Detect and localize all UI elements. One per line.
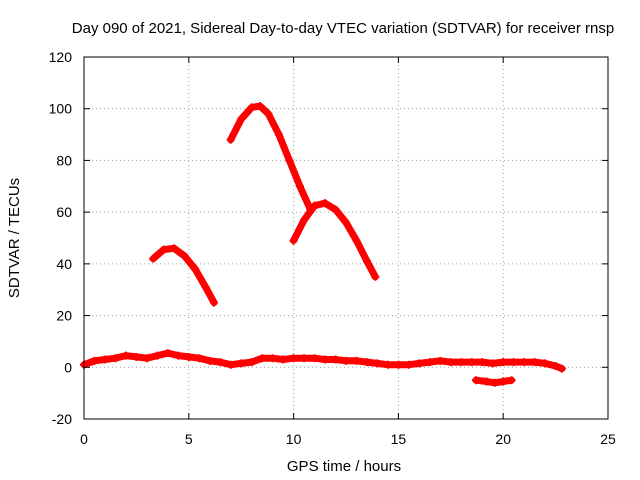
data-point: [209, 298, 218, 307]
data-point: [342, 218, 350, 227]
data-point: [132, 352, 141, 361]
data-point: [100, 355, 109, 364]
data-point: [180, 252, 189, 261]
data-point: [415, 359, 424, 368]
x-tick-label: 25: [600, 431, 616, 447]
x-tick-label: 20: [495, 431, 511, 447]
data-point: [226, 135, 235, 144]
data-point: [383, 360, 392, 369]
y-axis-title: SDTVAR / TECUs: [6, 178, 23, 298]
data-point: [191, 265, 200, 274]
data-point: [264, 109, 273, 118]
data-point: [300, 354, 309, 363]
data-point: [321, 199, 330, 208]
data-point: [446, 358, 455, 367]
data-point: [425, 358, 434, 367]
data-point: [90, 356, 99, 365]
axis-ticks: 0 5 10 15 20 25 -20 0 20 40 60 80 100 120: [49, 49, 616, 447]
y-tick-label: 100: [49, 101, 73, 117]
x-tick-label: 10: [286, 431, 302, 447]
y-tick-label: 60: [56, 204, 72, 220]
data-point: [121, 351, 130, 360]
data-point: [201, 283, 210, 292]
data-point: [352, 356, 361, 365]
data-point: [331, 205, 340, 214]
data-point: [274, 130, 283, 139]
data-point: [471, 376, 480, 385]
data-point: [541, 359, 550, 368]
data-point: [247, 358, 256, 367]
data-point: [289, 236, 298, 245]
data-point: [159, 245, 168, 254]
data-point: [205, 356, 214, 365]
y-tick-label: 120: [49, 49, 73, 65]
data-point: [362, 358, 371, 367]
data-point: [170, 244, 179, 253]
data-point: [149, 254, 158, 263]
data-point: [352, 236, 361, 245]
data-point: [373, 359, 382, 368]
data-point: [237, 115, 246, 124]
data-point: [256, 102, 265, 111]
data-point: [371, 272, 380, 281]
chart-title: Day 090 of 2021, Sidereal Day-to-day VTE…: [72, 20, 614, 37]
data-point: [507, 376, 516, 385]
data-point: [310, 201, 319, 210]
data-point: [321, 355, 330, 364]
data-point: [467, 358, 476, 367]
y-tick-label: 40: [56, 256, 72, 272]
data-point: [488, 359, 497, 368]
data-point: [436, 356, 445, 365]
x-tick-label: 0: [80, 431, 88, 447]
x-tick-label: 15: [391, 431, 407, 447]
data-point: [331, 355, 340, 364]
data-point: [551, 361, 560, 370]
plot-area: [80, 102, 566, 387]
plot-frame: [83, 56, 609, 420]
data-point: [226, 360, 235, 369]
data-point: [295, 182, 304, 191]
data-point: [394, 360, 403, 369]
data-point: [310, 354, 319, 363]
y-tick-label: 80: [56, 152, 72, 168]
data-point: [557, 364, 566, 373]
data-point: [362, 257, 371, 266]
data-point: [520, 358, 529, 367]
data-point: [268, 354, 277, 363]
y-tick-label: 0: [64, 359, 72, 375]
data-point: [530, 358, 539, 367]
data-point: [509, 358, 518, 367]
data-point: [289, 354, 298, 363]
data-point: [482, 377, 491, 386]
data-point: [237, 359, 246, 368]
data-point: [478, 358, 487, 367]
data-point: [184, 352, 193, 361]
data-point: [111, 354, 120, 363]
y-tick-label: 20: [56, 308, 72, 324]
data-point: [153, 351, 162, 360]
data-point: [195, 354, 204, 363]
data-point: [174, 351, 183, 360]
data-point: [490, 378, 499, 387]
data-point: [342, 356, 350, 365]
data-point: [258, 354, 267, 363]
x-tick-label: 5: [185, 431, 193, 447]
y-tick-label: -20: [52, 411, 72, 427]
data-point: [247, 103, 256, 112]
data-point: [404, 360, 413, 369]
data-point: [163, 349, 172, 358]
data-point: [499, 377, 508, 386]
data-point: [499, 358, 508, 367]
data-point: [142, 354, 151, 363]
data-point: [216, 358, 225, 367]
data-point: [300, 215, 309, 224]
x-axis-title: GPS time / hours: [287, 458, 401, 475]
data-point: [279, 355, 288, 364]
data-point: [285, 156, 294, 165]
data-point: [457, 358, 466, 367]
